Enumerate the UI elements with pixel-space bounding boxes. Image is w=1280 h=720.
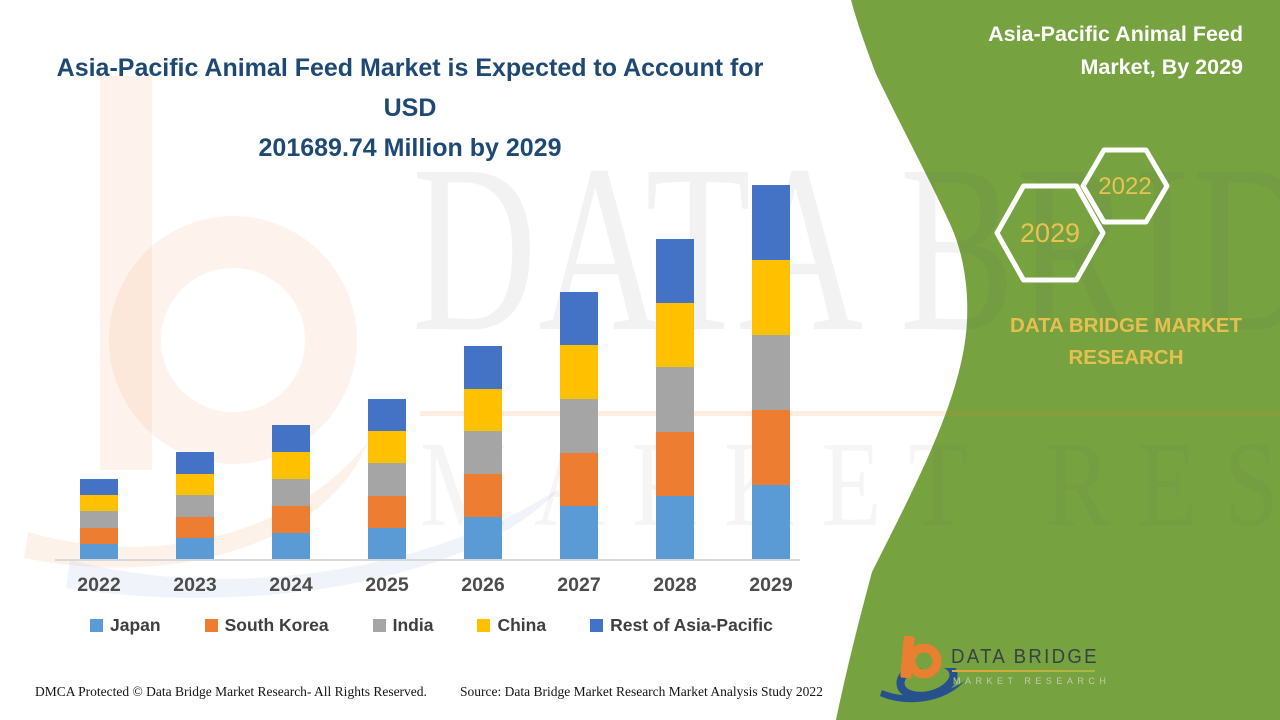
bar-segment-2026-south-korea	[464, 474, 502, 518]
bar-segment-2029-south-korea	[752, 410, 790, 485]
x-axis-label-2029: 2029	[749, 574, 793, 596]
logo-subtitle: MARKET RESEARCH	[953, 676, 1111, 686]
bar-segment-2029-japan	[752, 485, 790, 560]
legend-item-rest-of-asia-pacific: Rest of Asia-Pacific	[590, 615, 773, 636]
legend-item-india: India	[372, 615, 434, 636]
bar-segment-2024-south-korea	[272, 505, 310, 533]
bar-segment-2025-south-korea	[368, 495, 406, 528]
hexagon-year-badges: 2022 2029	[994, 147, 1170, 283]
logo-wordmark: DATA BRIDGE	[951, 646, 1099, 668]
bar-segment-2026-india	[464, 431, 502, 475]
legend-swatch	[372, 619, 386, 632]
bar-segment-2027-japan	[560, 506, 598, 560]
chart-title: Asia-Pacific Animal Feed Market is Expec…	[50, 48, 770, 168]
bar-segment-2023-india	[176, 495, 214, 517]
side-panel-title-line2: Market, By 2029	[1080, 55, 1243, 80]
x-axis-line	[55, 559, 800, 561]
bar-segment-2022-india	[80, 511, 118, 528]
side-panel-title-line1: Asia-Pacific Animal Feed	[988, 22, 1243, 46]
bar-segment-2023-south-korea	[176, 516, 214, 539]
side-panel-title: Asia-Pacific Animal Feed Market, By 2029	[943, 18, 1243, 85]
dmca-credit: DMCA Protected © Data Bridge Market Rese…	[35, 684, 427, 699]
bar-segment-2025-china	[368, 431, 406, 464]
bar-segment-2025-rest-of-asia-pacific	[368, 399, 406, 432]
x-axis-label-2024: 2024	[269, 574, 313, 596]
chart-title-line2: 201689.74 Million by 2029	[258, 134, 562, 162]
x-axis-label-2028: 2028	[653, 574, 697, 596]
legend-label: China	[497, 615, 547, 635]
legend-label: Rest of Asia-Pacific	[610, 615, 773, 635]
hexagon-2029-year: 2029	[1020, 218, 1080, 248]
legend-swatch	[90, 619, 103, 632]
bar-segment-2023-japan	[176, 538, 214, 560]
bar-segment-2022-china	[80, 495, 118, 512]
bar-segment-2023-china	[176, 473, 214, 496]
bar-segment-2028-rest-of-asia-pacific	[656, 239, 694, 304]
bar-segment-2028-japan	[656, 495, 694, 560]
bar-segment-2024-japan	[272, 532, 310, 560]
x-axis-label-2027: 2027	[557, 574, 601, 596]
x-axis-label-2022: 2022	[77, 574, 121, 596]
bar-segment-2023-rest-of-asia-pacific	[176, 452, 214, 474]
bar-segment-2027-china	[560, 345, 598, 400]
bar-segment-2024-india	[272, 478, 310, 506]
plot-area: 2022 2023 2024 2025 2026 2027 2028 2029	[62, 170, 802, 596]
bar-segment-2029-india	[752, 335, 790, 410]
bar-segment-2029-rest-of-asia-pacific	[752, 185, 790, 260]
bar-segment-2028-china	[656, 303, 694, 368]
chart-title-line1: Asia-Pacific Animal Feed Market is Expec…	[56, 54, 764, 122]
bar-segment-2022-rest-of-asia-pacific	[80, 479, 118, 496]
bar-segment-2024-rest-of-asia-pacific	[272, 424, 310, 452]
bar-segment-2025-japan	[368, 527, 406, 560]
x-axis-label-2025: 2025	[365, 574, 409, 596]
bar-segment-2029-china	[752, 260, 790, 335]
bar-segment-2022-south-korea	[80, 527, 118, 544]
legend-item-south-korea: South Korea	[204, 615, 329, 636]
x-axis-label-2023: 2023	[173, 574, 217, 596]
bar-segment-2025-india	[368, 463, 406, 496]
legend-swatch	[477, 619, 491, 632]
legend-swatch	[590, 619, 604, 632]
bar-segment-2022-japan	[80, 543, 118, 560]
legend-swatch	[204, 619, 218, 632]
legend-label: South Korea	[224, 615, 329, 635]
logo-underline	[952, 670, 1095, 672]
legend-item-china: China	[477, 615, 546, 636]
legend: Japan South Korea India China Rest of Asia-P…	[90, 615, 773, 636]
bar-segment-2027-south-korea	[560, 452, 598, 507]
bar-segment-2026-rest-of-asia-pacific	[464, 345, 502, 389]
panel-brand-text: DATA BRIDGE MARKET RESEARCH	[1010, 314, 1242, 369]
hexagon-2022-year: 2022	[1098, 173, 1151, 200]
bar-segment-2026-japan	[464, 517, 502, 560]
bar-segment-2024-china	[272, 451, 310, 479]
legend-item-japan: Japan	[90, 615, 161, 636]
bar-segment-2027-india	[560, 399, 598, 453]
legend-label: Japan	[110, 615, 161, 635]
bar-segment-2027-rest-of-asia-pacific	[560, 291, 598, 346]
source-credit: Source: Data Bridge Market Research Mark…	[460, 684, 823, 699]
bar-segment-2028-india	[656, 367, 694, 432]
x-axis-label-2026: 2026	[461, 574, 505, 596]
legend-label: India	[392, 615, 434, 635]
bar-segment-2028-south-korea	[656, 431, 694, 496]
bar-segment-2026-china	[464, 388, 502, 432]
